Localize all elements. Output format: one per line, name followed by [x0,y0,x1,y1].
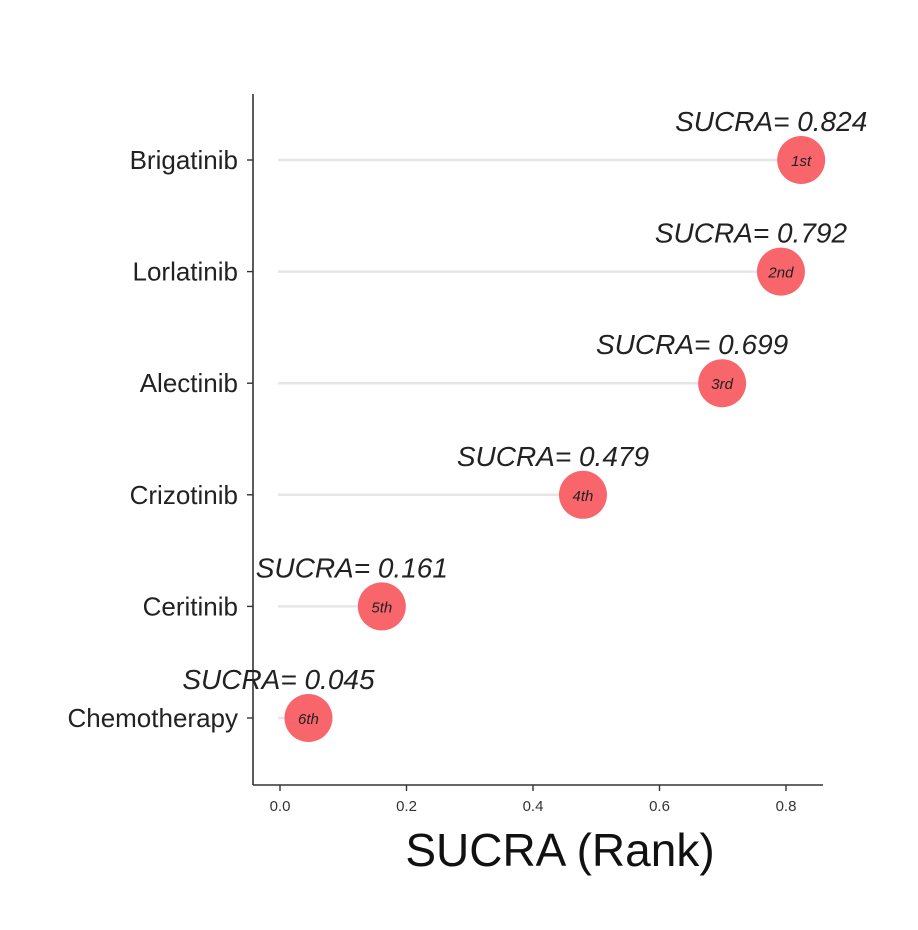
points-layer: 1st 2nd 3rd 4th 5th 6th [284,136,826,742]
lollipop-point [558,470,607,519]
x-tick-label: 0.8 [776,798,797,815]
sucra-annotation: SUCRA= 0.045 [182,664,375,695]
rank-label: 4th [573,488,594,505]
x-tick-label: 0.4 [523,798,544,815]
rank-label: 6th [298,711,319,728]
rank-label: 1st [791,153,812,170]
rank-label: 3rd [711,376,733,393]
y-categories-layer: Brigatinib Lorlatinib Alectinib Crizotinib C… [67,145,253,733]
x-tick-label: 0.2 [396,798,417,815]
rank-label: 2nd [767,265,794,282]
sucra-annotation: SUCRA= 0.699 [596,329,788,360]
category-label: Chemotherapy [67,703,238,733]
x-tick-label: 0.0 [270,798,291,815]
lollipop-point [357,582,406,631]
category-label: Lorlatinib [132,257,238,287]
category-label: Crizotinib [130,480,238,510]
lollipop-point [284,694,333,742]
category-label: Alectinib [140,368,238,398]
lollipop-point [756,247,805,296]
category-label: Ceritinib [143,591,238,621]
x-ticks-layer: 0.0 0.2 0.4 0.6 0.8 [270,785,797,815]
x-tick-label: 0.6 [649,798,670,815]
lollipop-point [698,359,747,408]
sucra-annotation: SUCRA= 0.479 [457,441,649,472]
sucra-annotation: SUCRA= 0.824 [675,106,867,137]
sucra-annotation: SUCRA= 0.161 [256,552,448,583]
stems-layer [278,158,802,720]
axes-layer [252,94,823,786]
category-label: Brigatinib [130,145,238,175]
x-axis-title: SUCRA (Rank) [405,824,714,876]
sucra-annotation: SUCRA= 0.792 [655,218,848,249]
annotations-layer: SUCRA= 0.824 SUCRA= 0.792 SUCRA= 0.699 SUCR… [182,106,867,695]
rank-label: 5th [371,599,392,616]
lollipop-point [777,136,826,184]
